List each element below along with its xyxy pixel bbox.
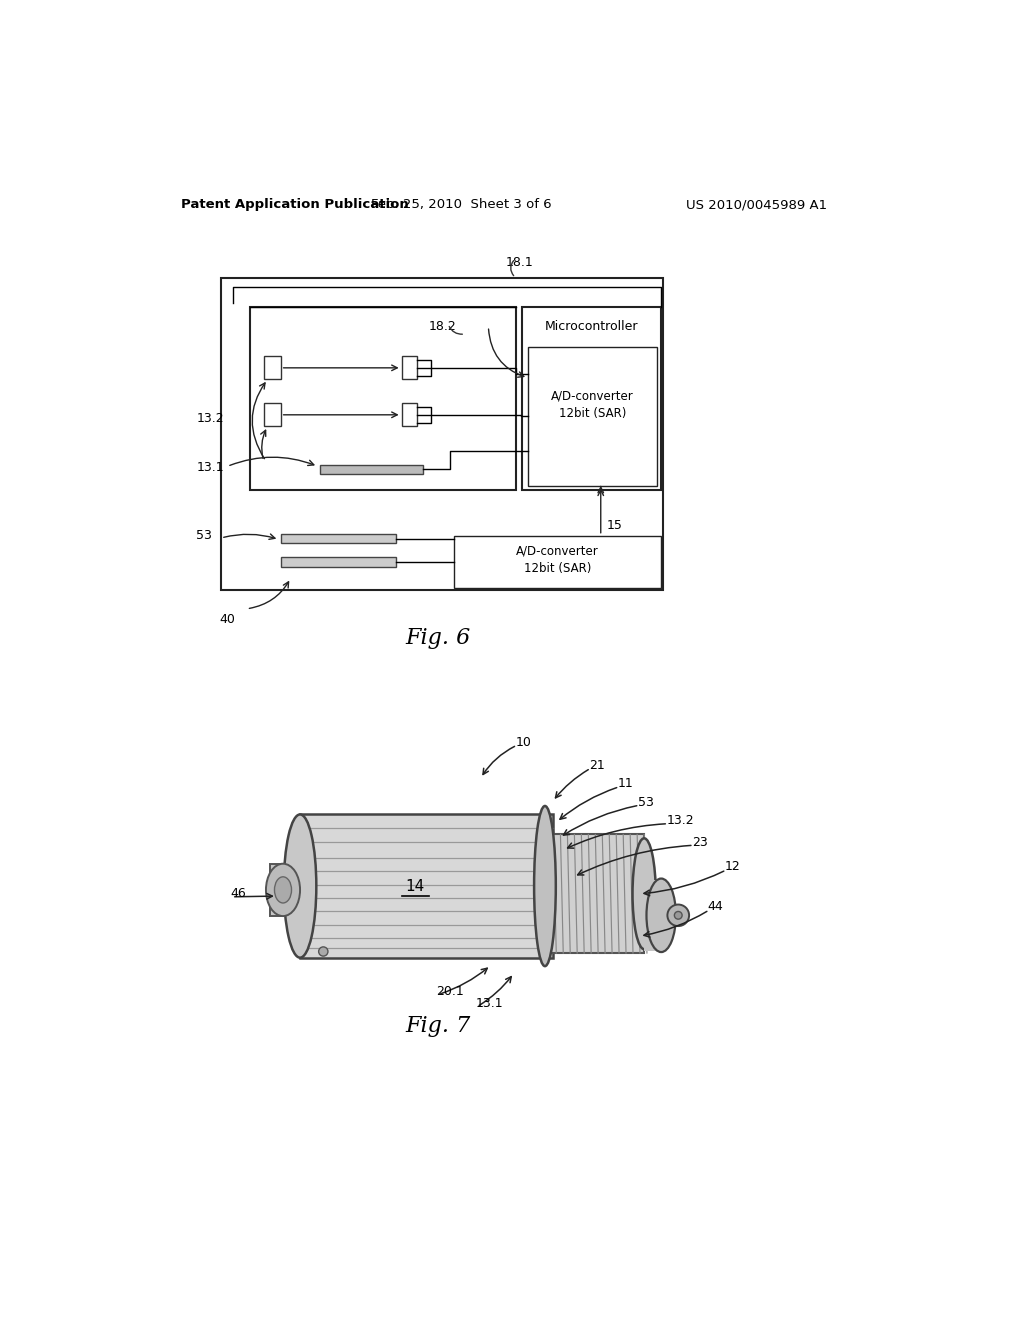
Ellipse shape (646, 879, 676, 952)
Bar (521, 308, 662, 490)
Bar (644, 880, 665, 950)
Bar (321, 465, 423, 474)
Text: A/D-converter
12bit (SAR): A/D-converter 12bit (SAR) (551, 389, 634, 420)
Bar (221, 277, 663, 590)
Text: Microcontroller: Microcontroller (545, 321, 638, 333)
Bar (282, 557, 396, 566)
Text: 13.1: 13.1 (475, 998, 503, 1010)
Ellipse shape (535, 807, 556, 966)
Text: 14: 14 (406, 879, 424, 894)
Text: Feb. 25, 2010  Sheet 3 of 6: Feb. 25, 2010 Sheet 3 of 6 (371, 198, 552, 211)
Text: 13.1: 13.1 (197, 462, 224, 474)
Text: 10: 10 (515, 735, 531, 748)
Ellipse shape (318, 946, 328, 956)
Bar (263, 404, 281, 426)
Bar (263, 356, 281, 379)
Text: A/D-converter
12bit (SAR): A/D-converter 12bit (SAR) (516, 544, 599, 576)
Text: Patent Application Publication: Patent Application Publication (180, 198, 409, 211)
Text: 40: 40 (219, 612, 236, 626)
Text: 23: 23 (692, 836, 708, 849)
Ellipse shape (633, 838, 655, 949)
Ellipse shape (284, 814, 316, 958)
Text: 21: 21 (589, 759, 605, 772)
Bar (300, 814, 553, 958)
Text: 44: 44 (708, 900, 723, 913)
Ellipse shape (274, 876, 292, 903)
Text: 46: 46 (230, 887, 246, 900)
Text: 11: 11 (617, 777, 634, 791)
Bar (401, 356, 417, 379)
Bar (270, 863, 287, 916)
Bar (282, 535, 396, 544)
Text: 12: 12 (725, 861, 740, 874)
Bar (251, 308, 515, 490)
Text: 18.1: 18.1 (506, 256, 534, 269)
Ellipse shape (266, 863, 300, 916)
Ellipse shape (675, 911, 682, 919)
Text: 20.1: 20.1 (436, 985, 464, 998)
Text: 13.2: 13.2 (197, 412, 224, 425)
Text: Fig. 6: Fig. 6 (406, 627, 471, 648)
Text: 18.2: 18.2 (429, 321, 457, 333)
Text: 53: 53 (197, 529, 212, 543)
Text: 13.2: 13.2 (667, 814, 694, 828)
Bar (547, 834, 644, 953)
Text: Fig. 7: Fig. 7 (406, 1015, 471, 1036)
Ellipse shape (668, 904, 689, 927)
Bar (401, 404, 417, 426)
Text: 15: 15 (607, 519, 623, 532)
Text: 53: 53 (638, 796, 654, 809)
Bar (454, 536, 662, 589)
Text: US 2010/0045989 A1: US 2010/0045989 A1 (686, 198, 827, 211)
Bar (528, 347, 657, 486)
